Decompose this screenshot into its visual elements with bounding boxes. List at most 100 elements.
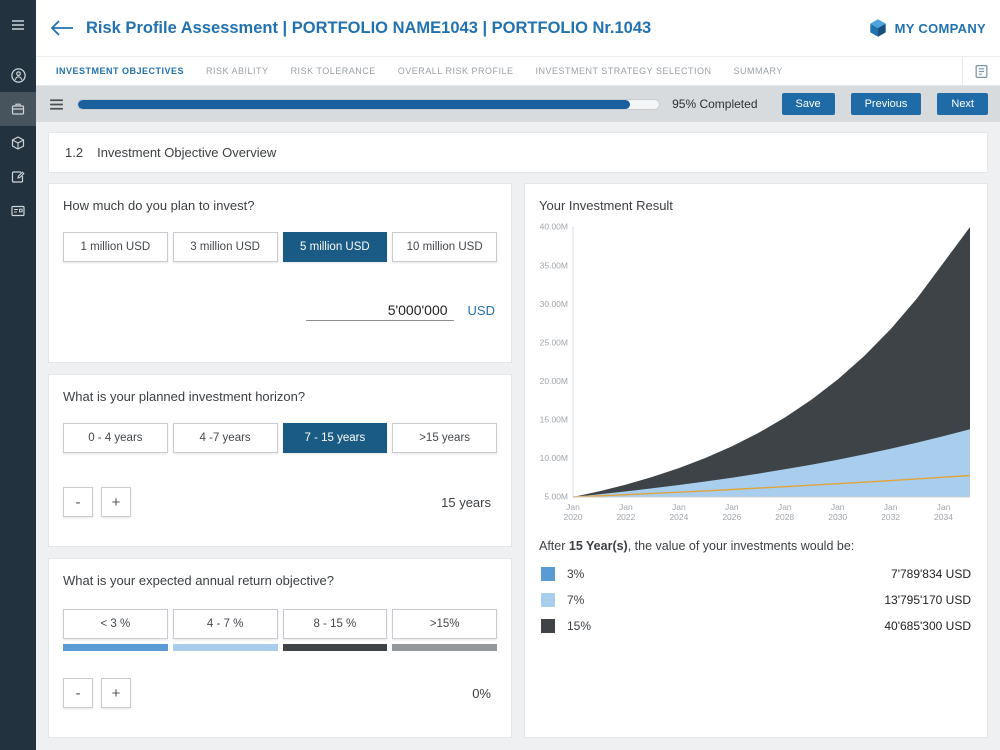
svg-text:Jan: Jan [672,502,686,512]
legend-label-3pct: 3% [567,567,585,581]
invest-amount-question: How much do you plan to invest? [63,198,255,213]
legend-row-15pct: 15% 40'685'300 USD [539,613,973,639]
legend-label-7pct: 7% [567,593,585,607]
result-title: Your Investment Result [539,198,673,213]
progress-strip: 95% Completed Save Previous Next [36,86,1000,122]
option-10-million[interactable]: 10 million USD [392,232,497,262]
horizon-question: What is your planned investment horizon? [63,389,306,404]
horizon-options: 0 - 4 years 4 -7 years 7 - 15 years >15 … [63,423,497,453]
svg-text:20.00M: 20.00M [540,376,568,386]
tab-investment-objectives[interactable]: INVESTMENT OBJECTIVES [56,66,185,76]
menu-icon[interactable] [0,8,36,42]
tab-risk-tolerance[interactable]: RISK TOLERANCE [290,66,376,76]
previous-button[interactable]: Previous [850,93,922,115]
progress-bar [77,98,661,110]
company-name: MY COMPANY [894,20,986,36]
option-1-million[interactable]: 1 million USD [63,232,168,262]
notes-icon[interactable] [962,57,990,85]
svg-text:2034: 2034 [934,512,953,522]
horizon-decrement-button[interactable]: - [63,487,93,517]
svg-text:2028: 2028 [775,512,794,522]
option-3-million[interactable]: 3 million USD [172,232,278,262]
next-button[interactable]: Next [937,93,988,115]
company-logo: MY COMPANY [867,17,986,39]
investment-chart: 5.00M 10.00M 15.00M 20.00M 25.00M 30.00M 35.00… [540,222,971,522]
option-0-4-years[interactable]: 0 - 4 years [63,423,168,453]
return-decrement-button[interactable]: - [63,678,93,708]
briefcase-icon[interactable] [0,92,36,126]
return-bar-lt-3 [63,644,168,651]
page-title: Risk Profile Assessment | PORTFOLIO NAME… [86,18,652,37]
svg-text:Jan: Jan [619,502,633,512]
option-5-million[interactable]: 5 million USD [282,232,388,262]
svg-text:2032: 2032 [881,512,900,522]
section-title: Investment Objective Overview [97,145,277,160]
option-4-7-pct[interactable]: 4 - 7 % [172,609,278,639]
sidebar [0,0,36,750]
card-icon[interactable] [0,194,36,228]
tab-overall-risk-profile[interactable]: OVERALL RISK PROFILE [397,66,514,76]
user-circle-icon[interactable] [0,58,36,92]
legend-value-15pct: 40'685'300 USD [884,619,971,633]
svg-text:35.00M: 35.00M [540,260,568,270]
currency-label: USD [467,303,495,318]
option-4-7-years[interactable]: 4 -7 years [172,423,278,453]
edit-icon[interactable] [0,160,36,194]
return-bar-4-7 [172,644,278,651]
svg-text:Jan: Jan [831,502,845,512]
svg-text:Jan: Jan [566,502,580,512]
legend-row-7pct: 7% 13'795'170 USD [539,587,973,613]
legend-swatch-15pct [541,619,555,633]
svg-text:2026: 2026 [722,512,741,522]
return-question: What is your expected annual return obje… [63,573,334,588]
return-increment-button[interactable]: + [101,678,131,708]
svg-text:15.00M: 15.00M [540,415,568,425]
legend-label-15pct: 15% [567,619,592,633]
svg-text:25.00M: 25.00M [540,337,568,347]
svg-text:Jan: Jan [725,502,739,512]
svg-text:Jan: Jan [937,502,951,512]
svg-text:5.00M: 5.00M [544,492,568,502]
return-options: < 3 % 4 - 7 % 8 - 15 % [63,609,497,651]
return-bar-8-15 [282,644,388,651]
svg-text:40.00M: 40.00M [540,222,568,232]
svg-text:30.00M: 30.00M [540,299,568,309]
investment-amount-input[interactable] [305,300,454,321]
section-header: 1.2 Investment Objective Overview [48,132,988,173]
progress-label: 95% Completed [672,97,758,111]
option-gt-15-years[interactable]: >15 years [392,423,497,453]
legend-swatch-7pct [541,593,555,607]
horizon-card: What is your planned investment horizon?… [48,374,512,547]
package-icon[interactable] [0,126,36,160]
tab-risk-ability[interactable]: RISK ABILITY [206,66,269,76]
svg-text:2020: 2020 [564,512,583,522]
save-button[interactable]: Save [781,93,835,115]
section-number: 1.2 [65,145,84,160]
svg-text:Jan: Jan [778,502,792,512]
legend-row-3pct: 3% 7'789'834 USD [539,561,973,587]
return-bar-gt-15 [392,644,497,651]
legend-value-3pct: 7'789'834 USD [891,567,971,581]
option-7-15-years[interactable]: 7 - 15 years [282,423,388,453]
horizon-value: 15 years [441,494,491,510]
invest-amount-card: How much do you plan to invest? 1 millio… [48,183,512,363]
return-objective-card: What is your expected annual return obje… [48,558,512,738]
tab-investment-strategy-selection[interactable]: INVESTMENT STRATEGY SELECTION [535,66,712,76]
svg-text:2030: 2030 [828,512,847,522]
list-menu-icon[interactable] [48,96,65,113]
invest-amount-options: 1 million USD 3 million USD 5 million US… [63,232,497,262]
option-lt-3-pct[interactable]: < 3 % [63,609,168,639]
svg-text:2022: 2022 [616,512,635,522]
svg-text:10.00M: 10.00M [540,453,568,463]
content-area: 1.2 Investment Objective Overview How mu… [36,122,1000,750]
horizon-increment-button[interactable]: + [101,487,131,517]
progress-fill [78,99,631,109]
option-8-15-pct[interactable]: 8 - 15 % [282,609,388,639]
back-arrow-icon[interactable] [50,19,74,37]
tab-summary[interactable]: SUMMARY [733,66,783,76]
option-gt-15-pct[interactable]: >15% [392,609,497,639]
top-header: Risk Profile Assessment | PORTFOLIO NAME… [36,0,1000,56]
cube-logo-icon [867,17,889,39]
result-summary-text: After 15 Year(s), the value of your inve… [539,539,855,553]
